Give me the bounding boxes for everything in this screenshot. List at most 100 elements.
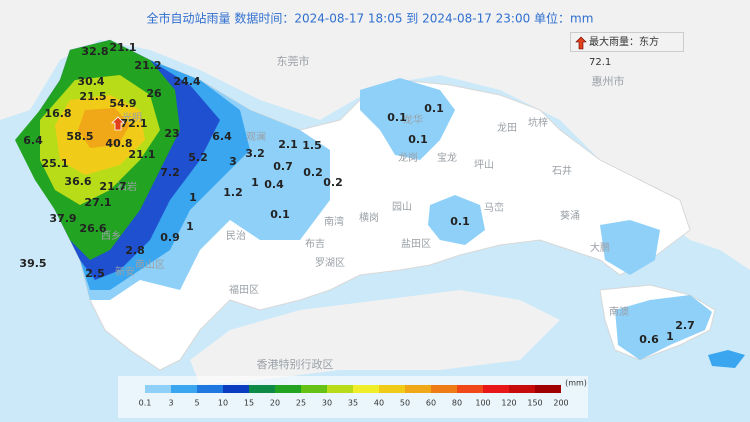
legend-swatch (353, 385, 379, 393)
arrow-icon (575, 36, 587, 50)
place-label: 东莞市 (277, 54, 310, 68)
legend-swatch (197, 385, 223, 393)
place-label: 石岩 (117, 180, 137, 193)
legend-swatch (509, 385, 535, 393)
station-value: 21.5 (79, 90, 106, 103)
station-value: 36.6 (64, 175, 91, 188)
legend-unit: (mm) (565, 379, 587, 388)
station-value: 40.8 (105, 137, 132, 150)
station-value: 24.4 (173, 75, 200, 88)
station-value: 3 (229, 155, 237, 168)
place-label: 罗湖区 (315, 257, 345, 269)
place-label: 新安 (115, 265, 135, 278)
station-value: 5.2 (188, 151, 208, 164)
legend-tick-label: 40 (374, 399, 384, 408)
rain-area (600, 220, 660, 275)
place-label: 宝龙 (437, 151, 457, 164)
legend-swatch (457, 385, 483, 393)
station-value: 26 (146, 87, 162, 100)
station-value: 0.2 (303, 166, 323, 179)
place-label: 福田区 (229, 283, 259, 296)
place-label: 龙田 (497, 121, 517, 134)
legend-tick-label: 150 (527, 399, 542, 408)
hk-land (190, 290, 560, 385)
legend-tick-label: 3 (168, 399, 173, 408)
station-value: 0.9 (160, 231, 180, 244)
station-value: 37.9 (49, 212, 76, 225)
place-label: 香港特别行政区 (257, 357, 334, 371)
legend-bg (118, 376, 588, 418)
station-value: 21.1 (109, 41, 136, 54)
place-label: 光明 (122, 111, 142, 124)
legend-swatch (145, 385, 171, 393)
place-label: 观澜 (246, 131, 266, 143)
station-value: 54.9 (109, 97, 136, 110)
legend-tick-label: 15 (244, 399, 254, 408)
station-value: 0.2 (323, 176, 343, 189)
station-value: 0.1 (408, 133, 428, 146)
title: 全市自动站雨量 数据时间：2024-08-17 18:05 到 2024-08-… (147, 11, 594, 26)
station-value: 23 (164, 127, 179, 140)
legend-swatch (535, 385, 561, 393)
legend-tick-label: 10 (218, 399, 228, 408)
legend-swatch (405, 385, 431, 393)
station-value: 1 (186, 220, 194, 233)
station-value: 1 (251, 176, 259, 189)
legend-tick-label: 20 (270, 399, 280, 408)
place-label: 大鹏 (590, 241, 610, 254)
place-label: 龙岗 (398, 151, 418, 164)
station-value: 0.7 (273, 160, 293, 173)
legend-tick-label: 0.1 (139, 399, 152, 408)
legend-swatch (223, 385, 249, 393)
rain-area (360, 78, 455, 160)
legend-swatch (483, 385, 509, 393)
station-value: 6.4 (212, 130, 232, 143)
station-value: 27.1 (84, 196, 111, 209)
station-value: 21.7 (99, 180, 126, 193)
station-value: 21.2 (134, 59, 161, 72)
legend-swatch (431, 385, 457, 393)
place-label: 南澳 (609, 305, 629, 318)
place-label: 盐田区 (401, 237, 431, 250)
legend-swatch (249, 385, 275, 393)
legend-tick-label: 200 (553, 399, 568, 408)
station-value: 0.6 (639, 333, 659, 346)
max-station: 东方 (639, 37, 659, 48)
station-value: 39.5 (19, 257, 46, 270)
outer-land (0, 0, 750, 270)
max-rain-box: 最大雨量：东方 72.1 (570, 32, 684, 68)
station-value: 0.1 (424, 102, 444, 115)
legend-tick-label: 100 (475, 399, 490, 408)
station-value: 0.1 (387, 111, 407, 124)
station-value: 32.8 (81, 45, 108, 58)
station-value: 3.2 (245, 147, 265, 160)
place-label: 布吉 (305, 238, 325, 250)
station-value: 21.1 (128, 148, 155, 161)
legend-swatch (171, 385, 197, 393)
station-value: 25.1 (41, 157, 68, 170)
place-label: 横岗 (359, 211, 379, 224)
place-label: 南湾 (324, 215, 344, 228)
max-value: 72.1 (589, 57, 612, 68)
place-label: 民治 (226, 229, 246, 242)
place-label: 园山 (392, 201, 412, 213)
legend-tick-label: 35 (348, 399, 358, 408)
station-value: 26.6 (79, 222, 106, 235)
station-value: 2.7 (675, 319, 695, 332)
legend-tick-label: 25 (296, 399, 306, 408)
station-value: 0.4 (264, 178, 284, 191)
station-value: 2.8 (125, 244, 145, 257)
rain-area (615, 295, 712, 360)
legend-swatch (379, 385, 405, 393)
station-value: 1 (666, 330, 674, 343)
rain-area (428, 195, 485, 245)
station-value: 6.4 (23, 134, 43, 147)
station-value: 2.5 (85, 267, 105, 280)
station-value: 1.5 (302, 139, 322, 152)
place-label: 龙华 (403, 113, 423, 126)
place-label: 马峦 (484, 201, 504, 214)
island (708, 350, 745, 368)
station-value: 30.4 (77, 75, 104, 88)
